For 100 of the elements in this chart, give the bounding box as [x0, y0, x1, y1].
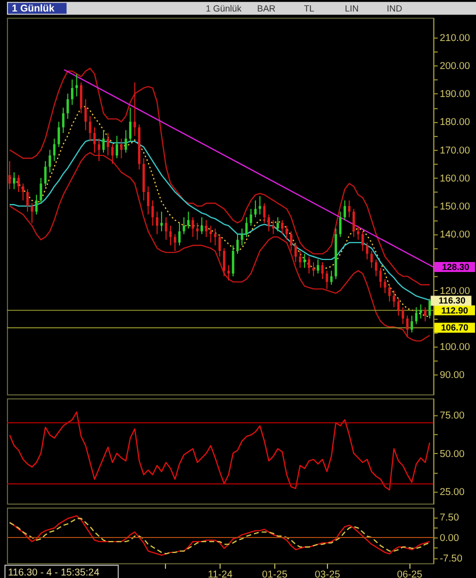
candlestick: [424, 306, 426, 322]
candlestick: [124, 130, 128, 154]
candlestick: [344, 200, 346, 221]
x-tick-label: 06-25: [396, 570, 423, 578]
candlestick: [406, 315, 409, 338]
y-tick-label: 90.00: [440, 370, 466, 382]
candlestick: [12, 172, 16, 190]
ref-line-label: 106.70: [440, 322, 468, 333]
candlestick: [326, 270, 328, 290]
text: BAR: [257, 3, 276, 14]
y-tick-label: -7.50: [440, 553, 463, 564]
candlestick: [44, 160, 47, 187]
annotation: 116.30: [438, 296, 466, 306]
candlestick: [276, 216, 279, 232]
text: TL: [304, 3, 314, 14]
candlestick: [214, 228, 216, 246]
candlestick: [420, 304, 422, 319]
candlestick: [272, 220, 274, 235]
candlestick: [200, 216, 203, 235]
y-tick-label: 210.00: [440, 32, 471, 44]
candlestick: [357, 225, 360, 240]
line-series: [9, 411, 430, 491]
y-tick-label: 150.00: [440, 202, 471, 213]
candlestick: [134, 82, 136, 136]
x-tick-label: 03-25: [314, 570, 341, 578]
candlestick: [182, 216, 186, 235]
candlestick: [151, 200, 154, 226]
candlestick: [298, 250, 302, 268]
candlestick: [71, 79, 74, 106]
candlestick: [88, 116, 92, 142]
candlestick: [339, 211, 342, 238]
candlestick: [62, 107, 64, 134]
y-tick-label: 0.00: [440, 532, 460, 544]
candlestick: [374, 258, 378, 277]
candlestick: [84, 98, 87, 131]
candlestick: [268, 214, 270, 232]
y-tick-label: 170.00: [440, 145, 471, 156]
candlestick: [348, 200, 350, 218]
chart-title: 1 Günlük: [12, 3, 55, 14]
y-tick-label: 25.00: [440, 486, 466, 498]
candlestick: [361, 230, 364, 252]
text: 116.30 - 4 - 15:35:24: [8, 568, 100, 578]
candlestick: [66, 93, 69, 120]
text: LIN: [344, 3, 359, 14]
candlestick: [120, 138, 123, 159]
y-tick-label: 200.00: [440, 60, 471, 72]
candlestick: [187, 211, 190, 230]
candlestick: [222, 248, 226, 277]
candlestick: [352, 208, 355, 238]
candlestick: [196, 222, 199, 240]
candlestick: [263, 202, 266, 224]
y-tick-label: 140.00: [440, 230, 471, 241]
candlestick: [192, 216, 194, 238]
candlestick: [129, 107, 132, 142]
candlestick: [281, 220, 284, 235]
candlestick: [40, 177, 42, 204]
candlestick: [160, 211, 163, 232]
candlestick: [294, 242, 297, 263]
candlestick: [8, 160, 11, 190]
candlestick: [80, 82, 82, 114]
candlestick: [410, 315, 414, 334]
candlestick: [116, 135, 118, 159]
candlestick: [205, 220, 208, 238]
y-tick-label: 7.50: [440, 512, 460, 524]
y-tick-label: 160.00: [440, 173, 471, 184]
candlestick: [17, 174, 20, 192]
y-tick-label: 190.00: [440, 89, 471, 100]
candlestick: [53, 138, 56, 162]
candlestick: [330, 270, 333, 286]
y-tick-label: 75.00: [440, 410, 466, 422]
candlestick: [258, 196, 262, 215]
candlestick: [227, 264, 230, 282]
x-tick-label: 01-25: [262, 570, 288, 578]
candlestick: [210, 225, 212, 244]
candlestick: [286, 225, 288, 240]
candlestick: [58, 121, 60, 148]
candlestick: [232, 244, 234, 277]
candlestick: [428, 298, 431, 319]
candlestick: [415, 306, 418, 325]
y-tick-label: 120.00: [440, 286, 471, 297]
text: 1 Günlük: [206, 3, 242, 14]
candlestick: [397, 298, 400, 316]
y-tick-label: 180.00: [440, 117, 471, 128]
y-tick-label: 100.00: [440, 342, 471, 354]
candlestick: [370, 250, 373, 268]
line-series: [9, 68, 430, 286]
x-tick-label: 11-24: [208, 570, 233, 578]
candlestick: [111, 144, 114, 164]
candlestick: [254, 200, 257, 218]
line-series: [9, 152, 430, 342]
candlestick: [290, 230, 292, 252]
candlestick: [48, 149, 52, 173]
y-tick-label: 50.00: [440, 448, 466, 460]
candlestick: [146, 186, 150, 215]
candlestick: [218, 234, 221, 258]
annotation: 128.30: [442, 262, 470, 272]
candlestick: [156, 211, 158, 235]
candlestick: [402, 306, 404, 325]
text: IND: [386, 3, 403, 14]
candlestick: [366, 242, 368, 260]
